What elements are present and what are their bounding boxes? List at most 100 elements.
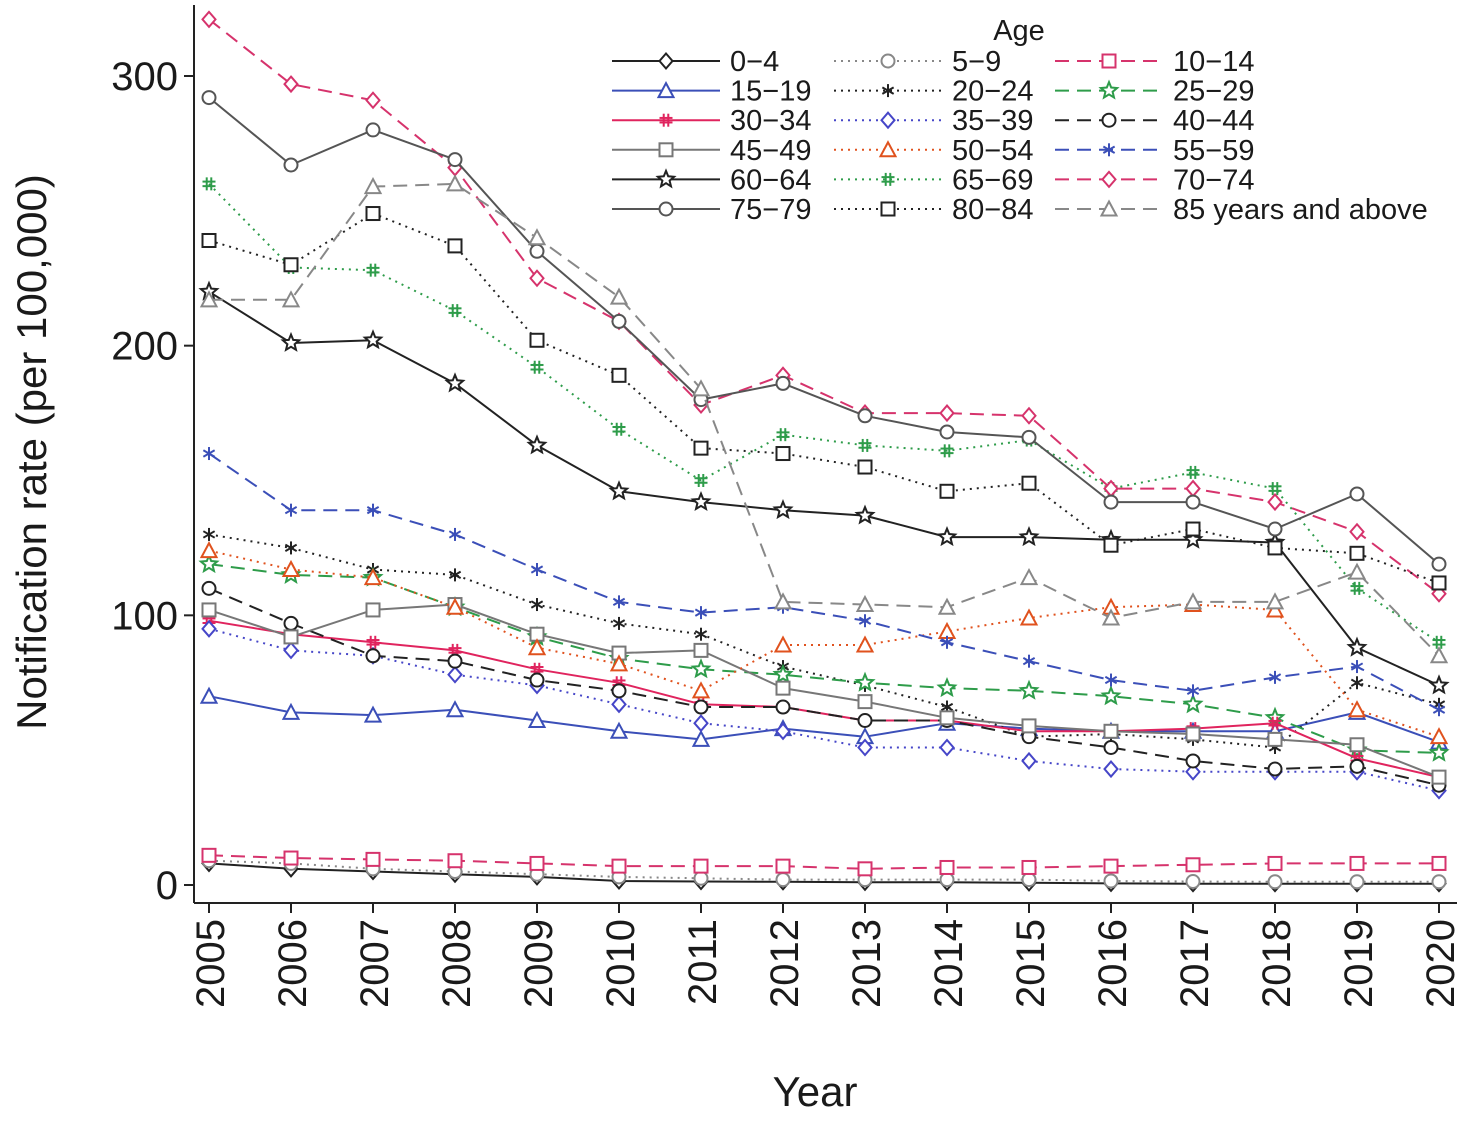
series-7-point	[1185, 762, 1201, 781]
series-15-line	[208, 96, 1440, 565]
series-17-point	[855, 594, 875, 613]
series-2-point	[1021, 859, 1037, 875]
series-12-point	[772, 499, 794, 520]
legend-label: 70−74	[1173, 164, 1254, 196]
series-7-point	[1021, 751, 1037, 770]
series-1-point	[1021, 872, 1037, 888]
series-2	[201, 847, 1447, 877]
series-16-point	[939, 483, 955, 499]
series-16-point	[529, 332, 545, 348]
series-10-line	[208, 549, 1440, 738]
series-3-point	[691, 729, 711, 747]
legend-marker	[659, 113, 673, 127]
series-14-point	[1349, 522, 1365, 541]
series-4-point	[612, 616, 626, 630]
series-13-point	[1432, 635, 1446, 649]
series-13-point	[530, 360, 544, 374]
x-tick-label: 2014	[927, 919, 971, 1008]
series-16-point	[775, 446, 791, 462]
series-5-point	[1182, 693, 1204, 714]
series-4-line	[208, 533, 1440, 749]
series-3-point	[199, 686, 219, 704]
series-16-point	[611, 367, 627, 383]
series-3-point	[445, 700, 465, 718]
series-16-point	[857, 459, 873, 475]
series-11-point	[366, 503, 380, 517]
y-tick-label: 300	[111, 55, 178, 99]
series-3	[199, 686, 1449, 750]
x-tick-label: 2012	[763, 919, 807, 1008]
series-12-point	[1346, 636, 1368, 657]
series-15-point	[1349, 486, 1365, 502]
series-1-point	[775, 872, 791, 888]
legend-item: 55−59	[1055, 135, 1254, 167]
x-tick-label: 2011	[681, 919, 725, 1005]
series-5	[198, 552, 1450, 762]
series-11-point	[1350, 660, 1364, 674]
series-16-point	[1185, 521, 1201, 537]
series-13-line	[208, 183, 1440, 644]
series-10-point	[1019, 608, 1039, 626]
series-16-point	[1349, 545, 1365, 561]
series-2-point	[1349, 855, 1365, 871]
series-16-point	[693, 440, 709, 456]
legend-label: 20−24	[952, 76, 1033, 108]
series-9-point	[775, 680, 791, 696]
series-12-point	[854, 504, 876, 525]
legend-marker	[880, 53, 896, 69]
series-9-point	[1349, 737, 1365, 753]
series-9-point	[1267, 731, 1283, 747]
series-11-line	[208, 452, 1440, 711]
x-axis-title: Year	[773, 1068, 858, 1115]
series-14-point	[201, 10, 217, 29]
series-2-point	[365, 851, 381, 867]
x-tick-label: 2016	[1091, 919, 1135, 1008]
series-5-point	[1100, 685, 1122, 706]
series-11-point	[530, 562, 544, 576]
series-15-point	[1021, 429, 1037, 445]
series-13-point	[1268, 482, 1282, 496]
series-16-point	[1431, 575, 1447, 591]
series-8-point	[365, 648, 381, 664]
series-4-point	[284, 541, 298, 555]
series-2-point	[693, 858, 709, 874]
series-8-point	[775, 699, 791, 715]
series-15-point	[365, 122, 381, 138]
legend-item: 65−69	[834, 164, 1033, 196]
legend-item: 60−64	[612, 164, 811, 196]
series-1-point	[693, 870, 709, 886]
series-7-point	[775, 722, 791, 741]
series-13-point	[940, 444, 954, 458]
legend-item: 10−14	[1055, 46, 1254, 78]
series-15-point	[1185, 494, 1201, 510]
series-3-point	[363, 705, 383, 723]
series-1-point	[1267, 874, 1283, 890]
series-17-point	[937, 597, 957, 615]
series-15-point	[201, 90, 217, 106]
series-9-point	[857, 694, 873, 710]
series-2-point	[1267, 855, 1283, 871]
series-3-point	[527, 710, 547, 729]
series-10-point	[281, 559, 301, 577]
legend-marker	[881, 172, 895, 186]
series-7-point	[283, 641, 299, 660]
legend-marker	[881, 84, 895, 98]
series-9-point	[939, 710, 955, 726]
series-5-point	[1018, 679, 1040, 700]
series-2-point	[1185, 857, 1201, 873]
series-8-point	[1349, 758, 1365, 774]
series-11-point	[694, 606, 708, 620]
series-17-point	[445, 174, 465, 192]
series-13-point	[366, 263, 380, 277]
series-8-point	[201, 580, 217, 596]
series-3-line	[208, 695, 1440, 744]
series-10-point	[445, 597, 465, 615]
series-15-point	[939, 424, 955, 440]
x-tick-label: 2007	[353, 919, 397, 1008]
series-10-point	[855, 635, 875, 653]
series-10-point	[609, 654, 629, 672]
legend-item: 70−74	[1055, 164, 1254, 196]
series-14-point	[1267, 493, 1283, 512]
